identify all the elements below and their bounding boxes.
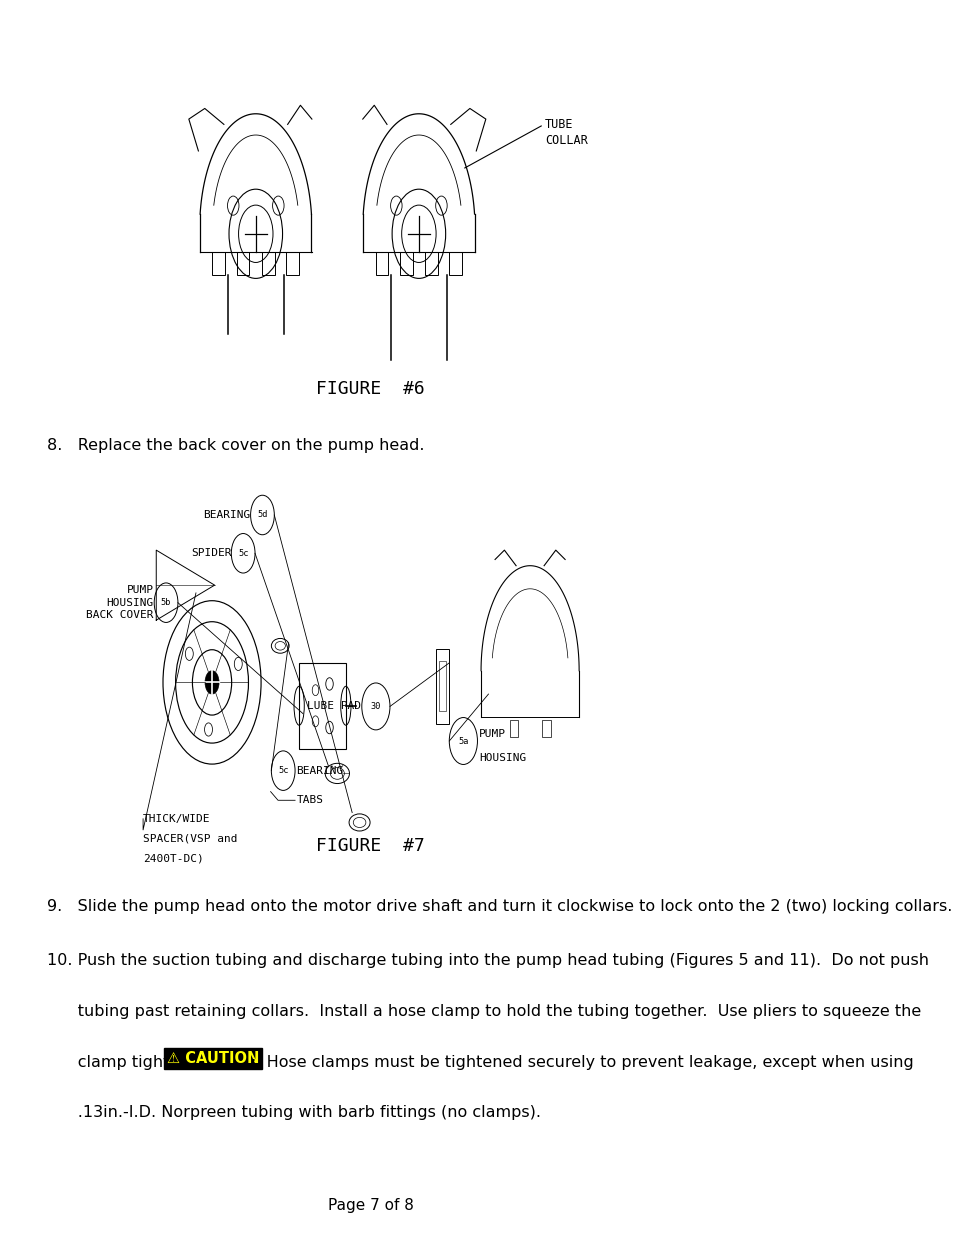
Text: TUBE
COLLAR: TUBE COLLAR [544,117,587,147]
Bar [509,720,517,737]
Text: 5b: 5b [161,598,172,608]
Text: FIGURE  #7: FIGURE #7 [316,837,425,855]
Text: 8.   Replace the back cover on the pump head.: 8. Replace the back cover on the pump he… [47,438,424,453]
Text: PUMP
HOUSING
BACK COVER: PUMP HOUSING BACK COVER [86,585,153,620]
Bar [262,252,274,275]
Text: FIGURE  #6: FIGURE #6 [316,380,425,398]
Text: Page 7 of 8: Page 7 of 8 [328,1198,414,1213]
Text: 5d: 5d [257,510,268,520]
Circle shape [205,671,219,694]
Text: 2400T-DC): 2400T-DC) [143,853,204,863]
Text: 30: 30 [371,701,381,711]
Bar [438,662,446,711]
Text: 5c: 5c [237,548,248,558]
Text: BEARING: BEARING [296,766,343,776]
Bar [236,252,249,275]
Bar [399,252,412,275]
Bar [449,252,462,275]
Text: tubing past retaining collars.  Install a hose clamp to hold the tubing together: tubing past retaining collars. Install a… [47,1004,920,1019]
Text: clamp tightly.: clamp tightly. [47,1055,196,1070]
Bar [425,252,437,275]
Text: 5a: 5a [457,736,468,746]
Bar [541,720,550,737]
Text: :  Hose clamps must be tightened securely to prevent leakage, except when using: : Hose clamps must be tightened securely… [251,1055,912,1070]
Text: .13in.-I.D. Norpreen tubing with barb fittings (no clamps).: .13in.-I.D. Norpreen tubing with barb fi… [47,1105,540,1120]
Text: TABS: TABS [296,795,323,805]
Text: SPACER(VSP and: SPACER(VSP and [143,834,237,844]
Text: PUMP: PUMP [478,729,505,739]
Text: ⚠ CAUTION: ⚠ CAUTION [167,1051,259,1066]
Text: SPIDER: SPIDER [191,548,231,558]
Text: LUBE PAD: LUBE PAD [307,701,360,711]
Bar [299,663,346,748]
Bar [286,252,299,275]
Bar [213,252,225,275]
Text: 5c: 5c [277,766,288,776]
Text: BEARING: BEARING [203,510,251,520]
Text: 9.   Slide the pump head onto the motor drive shaft and turn it clockwise to loc: 9. Slide the pump head onto the motor dr… [47,899,951,914]
Text: 10. Push the suction tubing and discharge tubing into the pump head tubing (Figu: 10. Push the suction tubing and discharg… [47,953,927,968]
Text: THICK/WIDE: THICK/WIDE [143,814,211,824]
Text: HOUSING: HOUSING [478,753,526,763]
Bar [436,648,449,724]
Bar [375,252,388,275]
